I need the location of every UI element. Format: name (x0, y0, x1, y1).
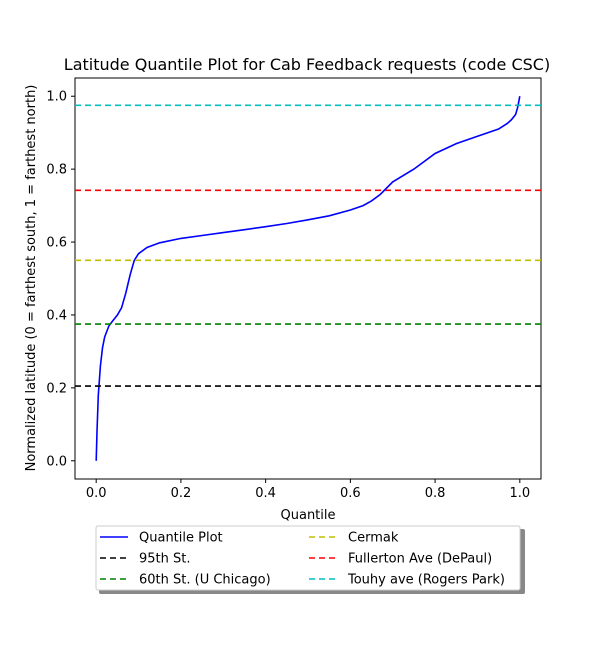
x-tick-label: 0.8 (425, 486, 446, 501)
y-tick-label: 0.2 (46, 381, 67, 396)
y-axis-ticks: 0.0 0.2 0.4 0.6 0.8 1.0 (46, 90, 75, 469)
legend-item-touhy-ave-rogers-park: Touhy ave (Rogers Park) (309, 573, 505, 588)
y-tick-label: 0.8 (46, 163, 67, 178)
series-layer (75, 96, 541, 461)
chart-title: Latitude Quantile Plot for Cab Feedback … (64, 55, 550, 74)
legend-label: 60th St. (U Chicago) (139, 573, 271, 588)
legend-label: 95th St. (139, 552, 191, 567)
x-axis-ticks: 0.0 0.2 0.4 0.6 0.8 1.0 (86, 479, 530, 501)
y-tick-label: 0.4 (46, 308, 67, 323)
legend-item-60th-st-u-chicago: 60th St. (U Chicago) (100, 573, 271, 588)
legend-box (95, 525, 521, 591)
y-tick-label: 1.0 (46, 90, 67, 105)
x-tick-label: 1.0 (509, 486, 530, 501)
y-tick-label: 0.6 (46, 236, 67, 251)
legend: Quantile Plot 95th St. 60th St. (U Chicago… (95, 525, 525, 594)
x-tick-label: 0.0 (86, 486, 107, 501)
legend-label: Cermak (348, 531, 399, 546)
legend-item-quantile-plot: Quantile Plot (100, 531, 223, 546)
x-tick-label: 0.6 (340, 486, 361, 501)
legend-label: Touhy ave (Rogers Park) (347, 573, 505, 588)
plot-area: 0.0 0.2 0.4 0.6 0.8 1.0 0.0 0.2 0.4 0.6 0.8 1.0 (46, 77, 542, 501)
legend-label: Fullerton Ave (DePaul) (348, 552, 492, 567)
x-tick-label: 0.4 (255, 486, 276, 501)
x-tick-label: 0.2 (171, 486, 192, 501)
y-axis-title: Normalized latitude (0 = farthest south,… (24, 85, 39, 472)
plot-frame (74, 77, 542, 480)
x-axis-title: Quantile (281, 508, 336, 523)
legend-item-95th-st: 95th St. (100, 552, 191, 567)
legend-label: Quantile Plot (139, 531, 223, 546)
legend-item-cermak: Cermak (309, 531, 399, 546)
legend-item-fullerton-ave-depaul: Fullerton Ave (DePaul) (309, 552, 492, 567)
legend-items: Quantile Plot 95th St. 60th St. (U Chicago… (100, 531, 505, 588)
y-tick-label: 0.0 (46, 454, 67, 469)
